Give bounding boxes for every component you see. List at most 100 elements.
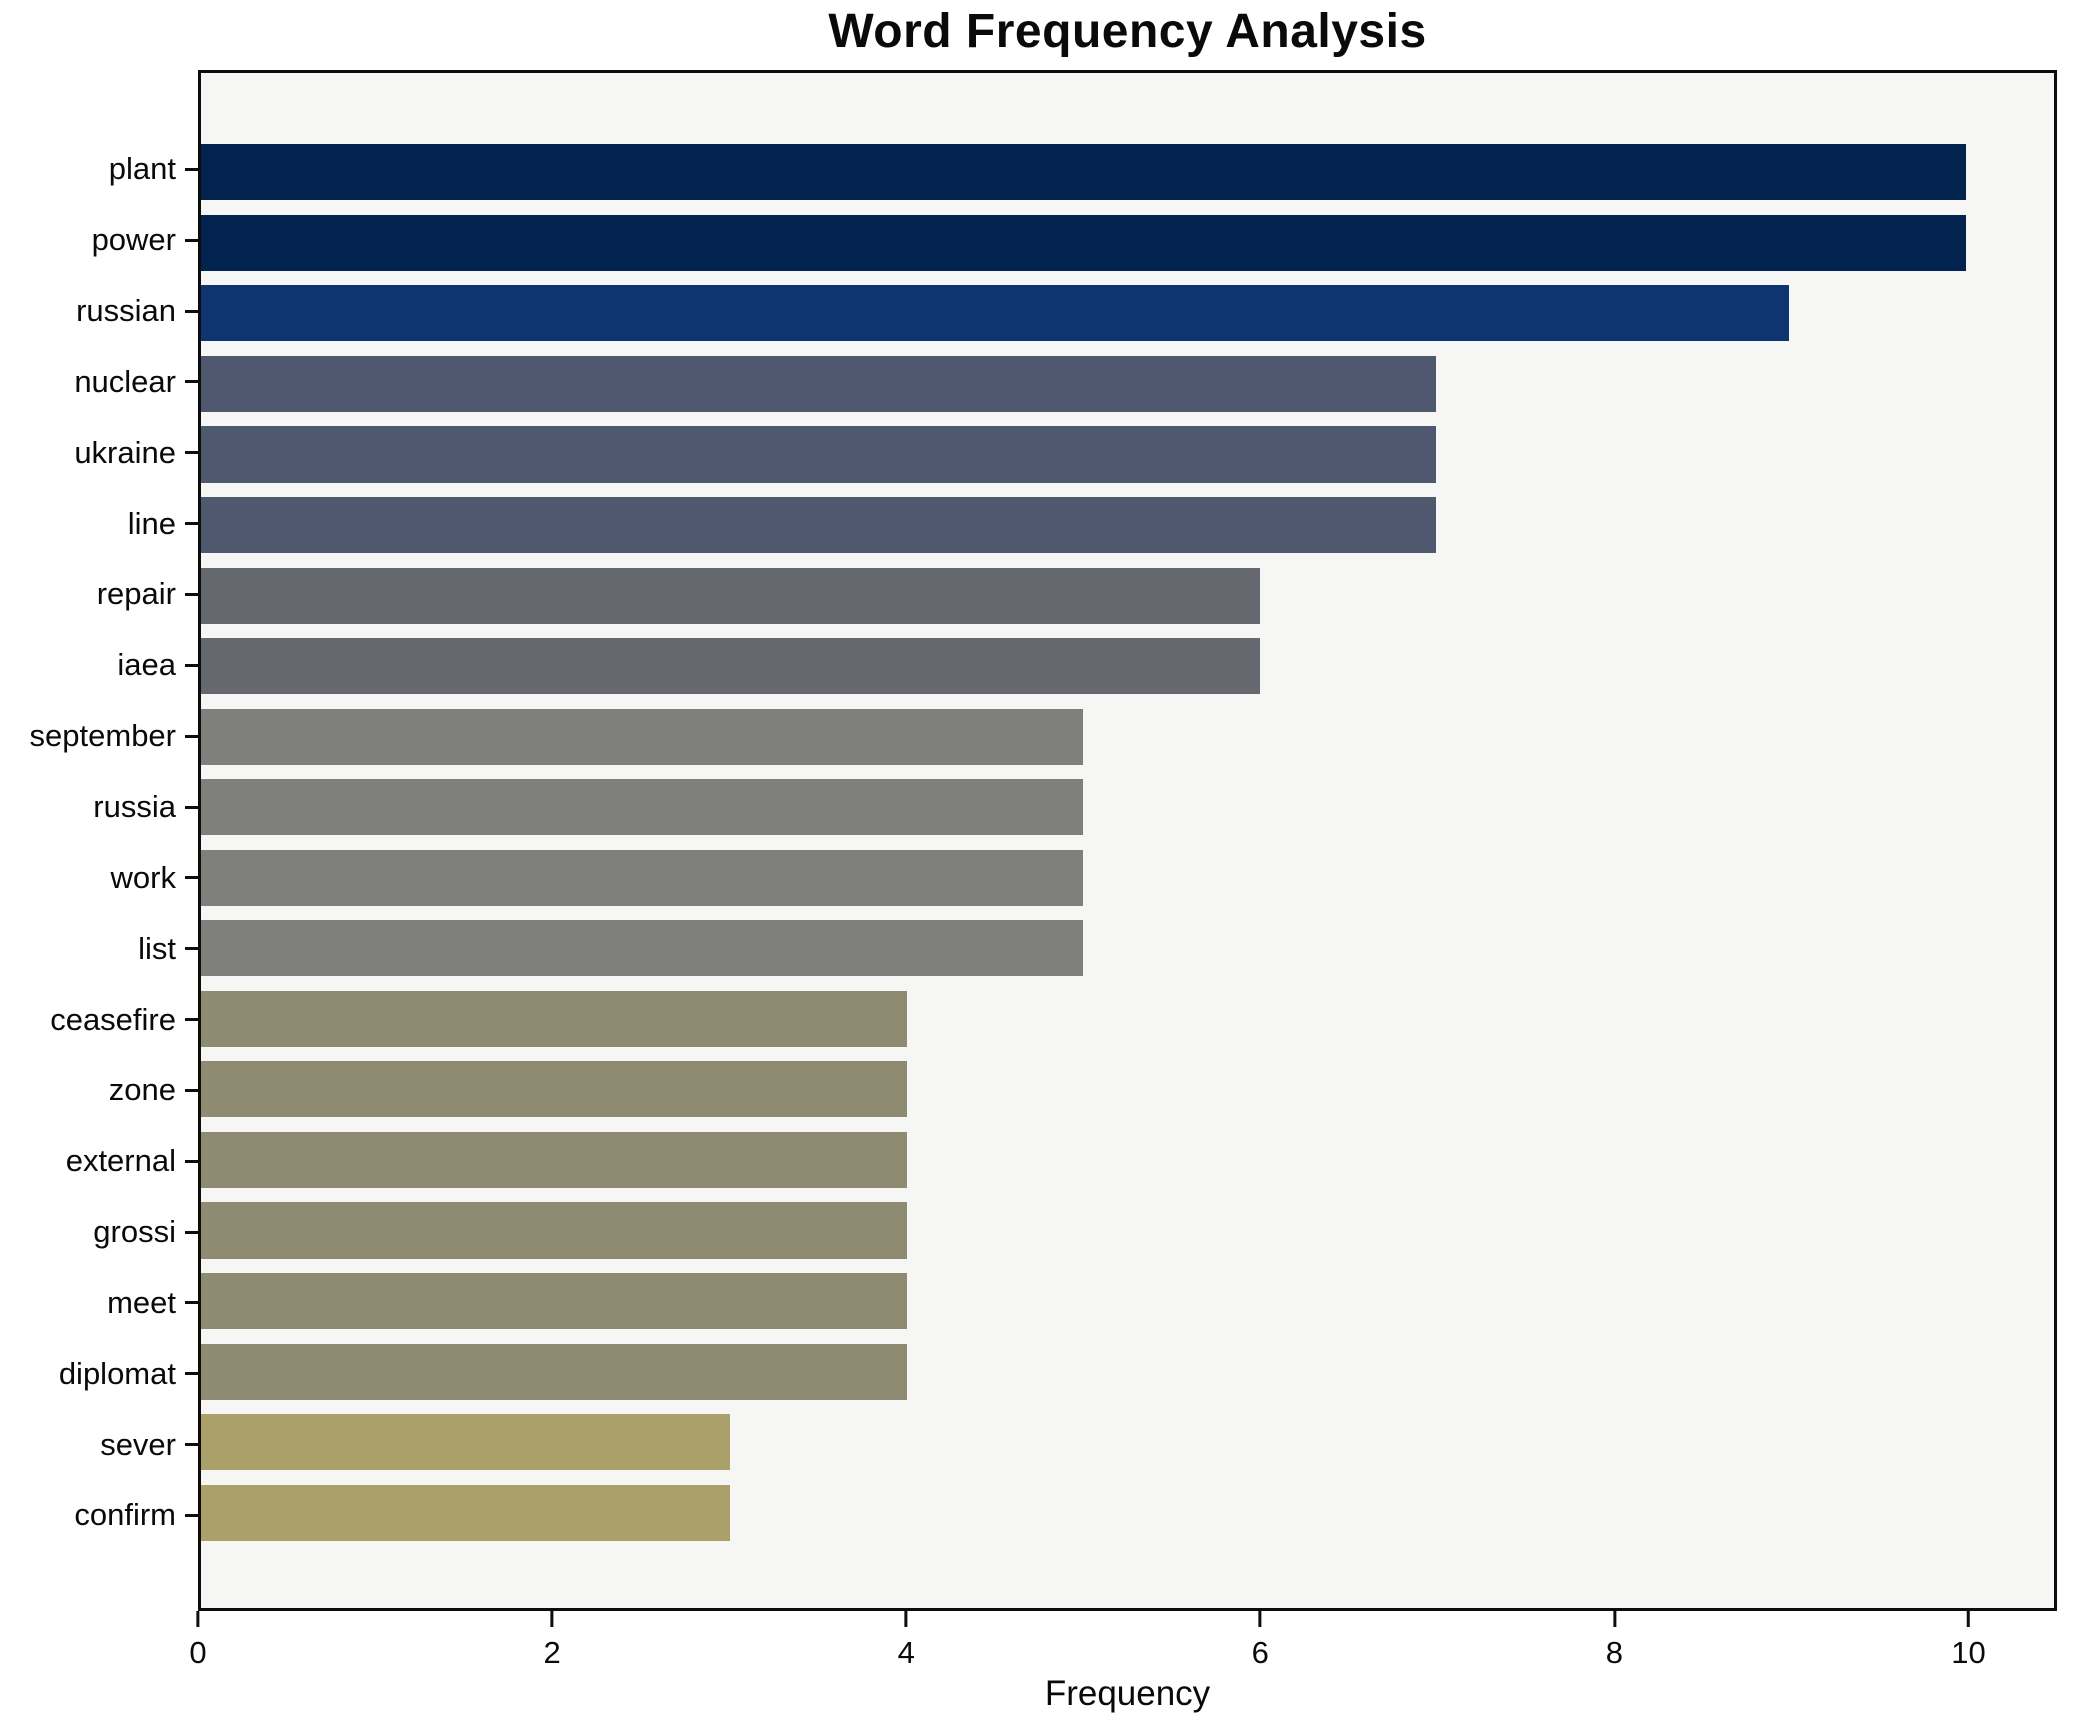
y-axis-labels: plant power russian nuclear ukraine line repai… bbox=[0, 70, 198, 1611]
x-tick-label: 4 bbox=[897, 1635, 915, 1670]
x-tick-0: 0 bbox=[189, 1611, 207, 1671]
y-tick-row: zone bbox=[0, 1055, 198, 1126]
y-tick-row: diplomat bbox=[0, 1338, 198, 1409]
y-tick-row: power bbox=[0, 205, 198, 276]
y-tick-label-external: external bbox=[65, 1143, 176, 1179]
y-tick-row: external bbox=[0, 1126, 198, 1197]
bars-layer bbox=[201, 73, 2054, 1608]
bar-grossi bbox=[201, 1202, 907, 1259]
y-tick-label-zone: zone bbox=[108, 1072, 176, 1108]
x-tick-mark bbox=[550, 1611, 554, 1627]
x-tick-2: 2 bbox=[543, 1611, 561, 1671]
bar-row bbox=[201, 208, 2054, 279]
bar-row bbox=[201, 913, 2054, 984]
bar-row bbox=[201, 419, 2054, 490]
y-tick-mark bbox=[185, 592, 198, 596]
bar-meet bbox=[201, 1272, 907, 1330]
y-tick-label-ceasefire: ceasefire bbox=[50, 1001, 176, 1037]
bar-nuclear bbox=[201, 355, 1437, 412]
y-tick-row: iaea bbox=[0, 630, 198, 701]
y-tick-mark bbox=[185, 167, 198, 171]
y-tick-row: meet bbox=[0, 1268, 198, 1339]
y-tick-mark bbox=[185, 309, 198, 313]
y-tick-label-confirm: confirm bbox=[74, 1497, 176, 1533]
y-tick-mark bbox=[185, 451, 198, 455]
bar-confirm bbox=[201, 1484, 731, 1541]
y-tick-label-meet: meet bbox=[107, 1284, 176, 1320]
bar-diplomat bbox=[201, 1343, 907, 1400]
y-tick-label-diplomat: diplomat bbox=[58, 1355, 176, 1391]
y-tick-label-iaea: iaea bbox=[117, 647, 176, 683]
y-tick-row: ceasefire bbox=[0, 984, 198, 1055]
bar-plant bbox=[201, 144, 1966, 201]
y-tick-mark bbox=[185, 734, 198, 738]
y-tick-label-plant: plant bbox=[108, 151, 176, 187]
y-tick-row: repair bbox=[0, 559, 198, 630]
y-tick-mark bbox=[185, 522, 198, 526]
chart-title: Word Frequency Analysis bbox=[828, 5, 1427, 58]
y-tick-mark bbox=[185, 805, 198, 809]
bar-zone bbox=[201, 1061, 907, 1118]
y-tick-row: russian bbox=[0, 276, 198, 347]
bar-external bbox=[201, 1131, 907, 1188]
y-tick-row: work bbox=[0, 842, 198, 913]
y-tick-label-repair: repair bbox=[96, 576, 176, 612]
bar-row bbox=[201, 1336, 2054, 1407]
bar-power bbox=[201, 214, 1966, 271]
y-tick-label-line: line bbox=[127, 505, 176, 541]
x-tick-label: 8 bbox=[1605, 1635, 1623, 1670]
y-tick-label-russian: russian bbox=[76, 293, 176, 329]
x-tick-label: 10 bbox=[1951, 1635, 1986, 1670]
x-tick-10: 10 bbox=[1951, 1611, 1986, 1671]
bar-line bbox=[201, 496, 1437, 554]
y-tick-mark bbox=[185, 663, 198, 667]
x-tick-8: 8 bbox=[1606, 1611, 1623, 1671]
bar-row bbox=[201, 1407, 2054, 1478]
y-tick-mark bbox=[185, 876, 198, 880]
y-tick-mark bbox=[185, 1159, 198, 1163]
x-axis: 0 2 4 6 8 10 bbox=[189, 1611, 2057, 1701]
y-tick-row: sever bbox=[0, 1409, 198, 1480]
y-tick-row: plant bbox=[0, 134, 198, 205]
bar-repair bbox=[201, 567, 1260, 624]
y-tick-mark bbox=[185, 380, 198, 384]
x-tick-mark bbox=[1966, 1611, 1970, 1627]
y-tick-row: grossi bbox=[0, 1197, 198, 1268]
y-tick-mark bbox=[185, 1018, 198, 1022]
bar-row bbox=[201, 701, 2054, 772]
bar-ukraine bbox=[201, 426, 1437, 483]
y-tick-mark bbox=[185, 1230, 198, 1234]
x-tick-4: 4 bbox=[898, 1611, 915, 1671]
y-tick-label-sever: sever bbox=[100, 1426, 176, 1462]
bar-row bbox=[201, 349, 2054, 420]
bar-russia bbox=[201, 779, 1084, 836]
y-tick-label-grossi: grossi bbox=[93, 1214, 176, 1250]
y-tick-row: nuclear bbox=[0, 347, 198, 418]
bar-row bbox=[201, 842, 2054, 913]
bar-row bbox=[201, 1266, 2054, 1337]
y-tick-mark bbox=[185, 947, 198, 951]
plot-area bbox=[198, 70, 2057, 1611]
y-tick-label-ukraine: ukraine bbox=[74, 434, 176, 470]
y-tick-row: confirm bbox=[0, 1480, 198, 1551]
bar-ceasefire bbox=[201, 990, 907, 1047]
bar-row bbox=[201, 560, 2054, 631]
y-tick-label-work: work bbox=[110, 859, 176, 895]
bar-row bbox=[201, 631, 2054, 702]
x-tick-6: 6 bbox=[1252, 1611, 1269, 1671]
bar-row bbox=[201, 772, 2054, 843]
bar-row bbox=[201, 137, 2054, 208]
bar-row bbox=[201, 1195, 2054, 1266]
bar-iaea bbox=[201, 638, 1260, 695]
y-tick-mark bbox=[185, 1372, 198, 1376]
bar-list bbox=[201, 920, 1084, 977]
x-tick-label: 2 bbox=[543, 1635, 561, 1670]
y-tick-row: russia bbox=[0, 772, 198, 843]
x-tick-mark bbox=[196, 1611, 200, 1627]
y-tick-label-list: list bbox=[138, 930, 176, 966]
y-tick-mark bbox=[185, 1088, 198, 1092]
y-tick-label-russia: russia bbox=[93, 789, 176, 825]
y-tick-label-nuclear: nuclear bbox=[74, 363, 176, 399]
y-tick-mark bbox=[185, 1513, 198, 1517]
